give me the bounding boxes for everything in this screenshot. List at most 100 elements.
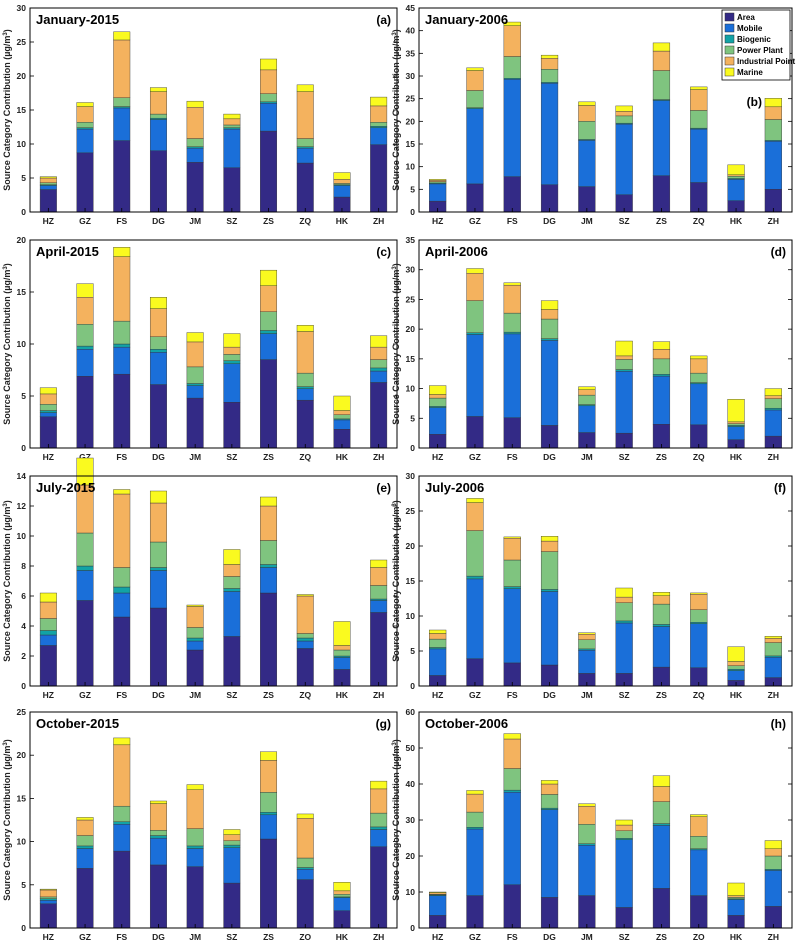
bar-hk-mobile [333, 185, 351, 198]
bar-hz-power-plant [39, 182, 57, 185]
bar-hz-mobile [429, 407, 447, 435]
legend-entry: Mobile [737, 24, 763, 33]
bar-zh-mobile [370, 829, 388, 847]
x-tick-label: FS [116, 932, 127, 940]
bar-dg-marine [540, 300, 559, 310]
bar-zq-area [296, 648, 314, 687]
x-tick-label: DG [543, 452, 556, 462]
bar-zh-marine [764, 98, 782, 108]
bar-zs-power-plant [652, 70, 671, 100]
bar-dg-marine [149, 297, 167, 309]
bar-dg-power-plant [149, 830, 167, 836]
x-tick-label: GZ [79, 216, 91, 226]
bar-zs-mobile [260, 567, 278, 594]
bar-hk-power-plant [333, 414, 351, 420]
bar-gz-power-plant [466, 300, 484, 333]
bar-jm-mobile [186, 640, 204, 651]
bar-hz-biogenic [39, 898, 57, 901]
y-tick-label: 50 [406, 743, 416, 753]
bar-gz-mobile [76, 128, 94, 154]
x-tick-label: FS [507, 452, 518, 462]
bar-jm-industrial-point [578, 806, 596, 825]
bar-zh-marine [764, 636, 782, 639]
bar-gz-area [466, 658, 484, 687]
x-tick-label: ZQ [693, 452, 705, 462]
bar-zh-marine [764, 840, 782, 850]
bar-zh-industrial-point [764, 848, 782, 857]
y-tick-label: 35 [406, 48, 416, 58]
bar-hz-mobile [39, 412, 57, 418]
x-tick-label: HK [336, 932, 349, 940]
x-tick-label: GZ [469, 452, 481, 462]
bar-jm-mobile [578, 405, 596, 433]
bar-zh-mobile [764, 141, 782, 190]
x-tick-label: GZ [79, 932, 91, 940]
bar-gz-mobile [76, 848, 94, 869]
x-tick-label: JM [189, 216, 201, 226]
y-tick-label: 15 [406, 139, 416, 149]
bar-zh-power-plant [764, 642, 782, 657]
bar-sz-power-plant [615, 830, 633, 839]
bar-hk-marine [333, 395, 351, 411]
y-tick-label: 10 [17, 139, 27, 149]
bar-zs-marine [260, 269, 278, 286]
y-axis-label: Source Category Contribution (µg/m3) [391, 739, 401, 901]
bar-hk-power-plant [727, 423, 745, 426]
bar-hz-mobile [39, 900, 57, 905]
x-tick-label: HZ [43, 690, 54, 700]
bar-zh-industrial-point [370, 105, 388, 123]
bar-fs-industrial-point [503, 538, 521, 561]
bar-dg-mobile [540, 83, 559, 186]
legend-swatch [724, 23, 735, 33]
bar-hk-industrial-point [727, 661, 745, 666]
bar-zs-mobile [260, 333, 278, 360]
bar-jm-industrial-point [578, 389, 596, 396]
bar-zh-power-plant [370, 122, 388, 127]
panel-letter: (e) [376, 481, 391, 495]
bar-jm-mobile [578, 650, 596, 674]
bar-zs-marine [260, 58, 278, 71]
bar-gz-power-plant [76, 324, 94, 347]
bar-hz-mobile [429, 895, 447, 916]
x-tick-label: HK [336, 216, 349, 226]
bar-dg-marine [540, 536, 559, 542]
y-tick-label: 8 [21, 561, 26, 571]
panel-8: HZ GZ FS DG JM SZ ZS ZQ HK ZH 0 10 20 30 40 50 60 Source … [391, 707, 793, 940]
bar-jm-power-plant [578, 824, 596, 844]
y-tick-label: 20 [17, 71, 27, 81]
bar-zs-biogenic [652, 823, 671, 826]
bar-zh-industrial-point [764, 638, 782, 643]
bar-zs-mobile [652, 100, 671, 176]
panel-letter: (h) [771, 717, 786, 731]
bar-sz-power-plant [615, 602, 633, 622]
bar-fs-biogenic [113, 821, 131, 825]
bar-hz-biogenic [39, 630, 57, 636]
bar-gz-industrial-point [76, 106, 94, 123]
legend-swatch [724, 67, 735, 77]
bar-sz-industrial-point [223, 564, 241, 577]
bar-gz-marine [76, 102, 94, 107]
bar-fs-industrial-point [113, 256, 131, 322]
bar-hz-industrial-point [39, 177, 57, 183]
legend-swatch [724, 56, 735, 66]
y-tick-label: 45 [406, 3, 416, 13]
legend-entry: Area [737, 13, 755, 22]
x-tick-label: GZ [79, 690, 91, 700]
y-tick-label: 10 [17, 339, 27, 349]
x-tick-label: ZH [768, 932, 779, 940]
bar-sz-marine [615, 587, 633, 598]
bar-zq-area [690, 895, 708, 929]
bar-zs-biogenic [260, 101, 278, 104]
y-tick-label: 10 [17, 531, 27, 541]
x-tick-label: FS [507, 216, 518, 226]
bar-gz-biogenic [76, 845, 94, 849]
bar-zs-power-plant [260, 792, 278, 813]
bar-fs-biogenic [503, 586, 521, 589]
panel-2: HZ GZ FS DG JM SZ ZS ZQ HK ZH 0 5 10 15 20 25 30 35 40 45 So… [391, 3, 796, 226]
y-tick-label: 0 [21, 681, 26, 691]
x-tick-label: SZ [619, 452, 630, 462]
bar-sz-biogenic [223, 588, 241, 592]
bar-zq-area [296, 162, 314, 213]
y-tick-label: 5 [21, 173, 26, 183]
y-tick-label: 30 [406, 815, 416, 825]
